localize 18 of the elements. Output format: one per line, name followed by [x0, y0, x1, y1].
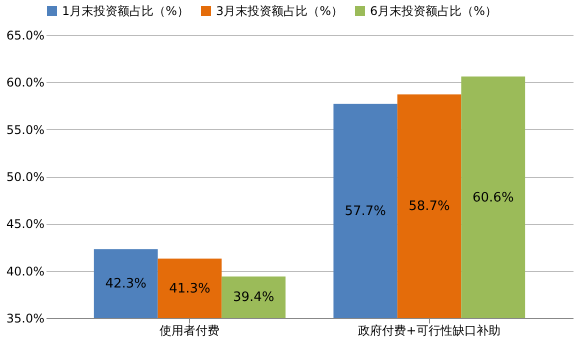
legend-label: 3月末投资额占比（%） — [216, 4, 344, 18]
y-tick-label: 50.0% — [6, 170, 44, 184]
legend-label: 1月末投资额占比（%） — [62, 4, 190, 18]
data-label: 41.3% — [169, 281, 210, 296]
y-tick-label: 65.0% — [6, 28, 44, 42]
data-label: 42.3% — [105, 276, 147, 292]
y-tick-label: 40.0% — [6, 264, 44, 278]
y-tick-label: 45.0% — [6, 217, 44, 232]
data-label: 57.7% — [344, 204, 386, 219]
x-tick-label: 政府付费+可行性缺口补助 — [358, 324, 500, 338]
y-tick-label: 35.0% — [6, 312, 44, 326]
legend-label: 6月末投资额占比（%） — [370, 4, 498, 18]
data-label: 60.6% — [472, 190, 514, 206]
y-tick-label: 55.0% — [6, 122, 44, 137]
data-label: 39.4% — [232, 290, 274, 306]
y-tick-label: 60.0% — [6, 76, 44, 90]
x-tick-label: 使用者付费 — [160, 324, 220, 338]
data-label: 58.7% — [408, 199, 450, 214]
